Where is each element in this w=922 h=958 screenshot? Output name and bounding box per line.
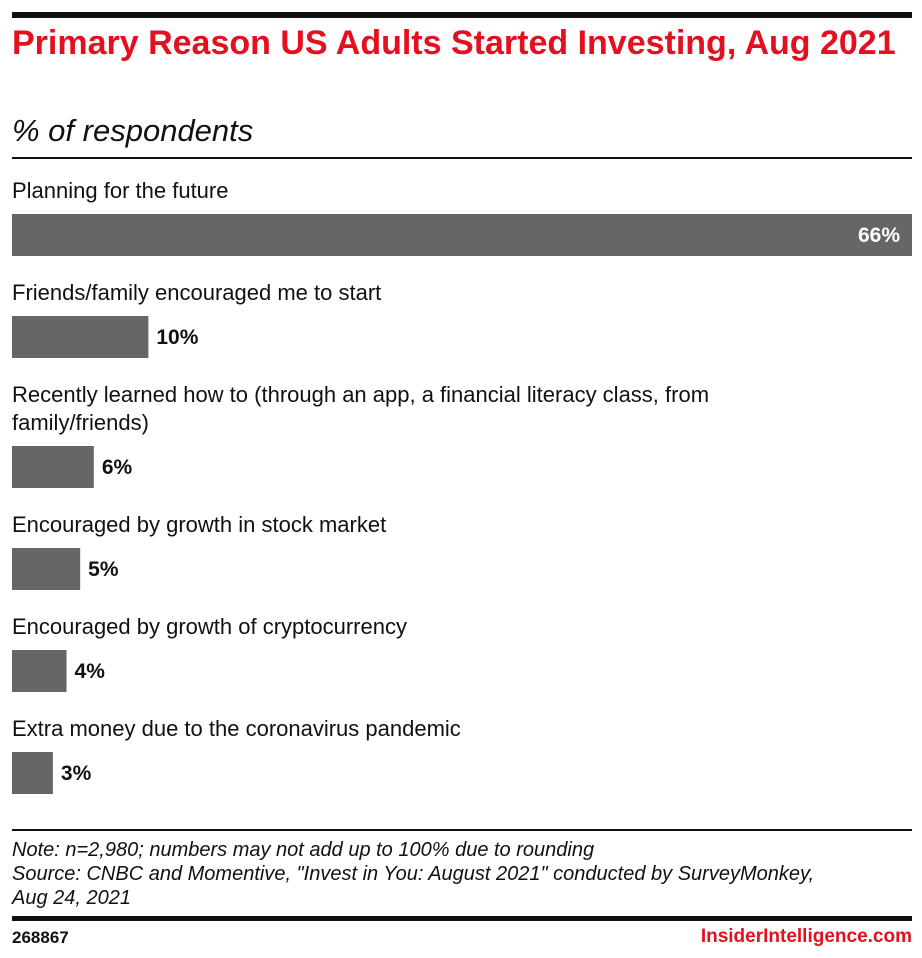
category-label: Encouraged by growth in stock market xyxy=(12,512,386,537)
bar xyxy=(12,752,53,794)
category-label: Recently learned how to (through an app,… xyxy=(12,382,709,407)
chart-id: 268867 xyxy=(12,928,69,947)
bar-group-4: Encouraged by growth in stock market 5% xyxy=(12,512,386,590)
bottom-rule xyxy=(12,916,912,921)
category-label: Friends/family encouraged me to start xyxy=(12,280,381,305)
bar-chart: Planning for the future 66% Friends/family… xyxy=(12,176,912,816)
bar-group-1: Planning for the future 66% xyxy=(12,178,912,256)
value-label: 5% xyxy=(88,558,119,581)
bar xyxy=(12,316,149,358)
value-label: 66% xyxy=(858,224,900,247)
value-label: 10% xyxy=(156,326,198,349)
bar-group-3: Recently learned how to (through an app,… xyxy=(12,382,709,488)
bar-group-6: Extra money due to the coronavirus pande… xyxy=(12,716,461,794)
top-rule xyxy=(12,12,912,18)
value-label: 4% xyxy=(75,660,106,683)
header-divider xyxy=(12,157,912,159)
bar-group-2: Friends/family encouraged me to start 10% xyxy=(12,280,381,358)
category-label: family/friends) xyxy=(12,410,149,435)
chart-subtitle: % of respondents xyxy=(12,113,254,148)
value-label: 6% xyxy=(102,456,133,479)
footer-divider xyxy=(12,829,912,831)
bar xyxy=(12,548,81,590)
value-label: 3% xyxy=(61,762,92,785)
category-label: Planning for the future xyxy=(12,178,228,203)
bar xyxy=(12,214,912,256)
source-text-line-1: Source: CNBC and Momentive, "Invest in Y… xyxy=(12,863,815,885)
source-text-line-2: Aug 24, 2021 xyxy=(12,887,131,909)
brand-link[interactable]: InsiderIntelligence.com xyxy=(700,926,912,947)
note-text: Note: n=2,980; numbers may not add up to… xyxy=(12,839,595,861)
bar xyxy=(12,446,94,488)
chart-notes: Note: n=2,980; numbers may not add up to… xyxy=(12,838,912,910)
bar-group-5: Encouraged by growth of cryptocurrency 4% xyxy=(12,614,407,692)
chart-title: Primary Reason US Adults Started Investi… xyxy=(12,24,896,62)
category-label: Encouraged by growth of cryptocurrency xyxy=(12,614,407,639)
category-label: Extra money due to the coronavirus pande… xyxy=(12,716,461,741)
bar-chart-svg: Planning for the future 66% Friends/family… xyxy=(12,178,912,794)
bar xyxy=(12,650,67,692)
